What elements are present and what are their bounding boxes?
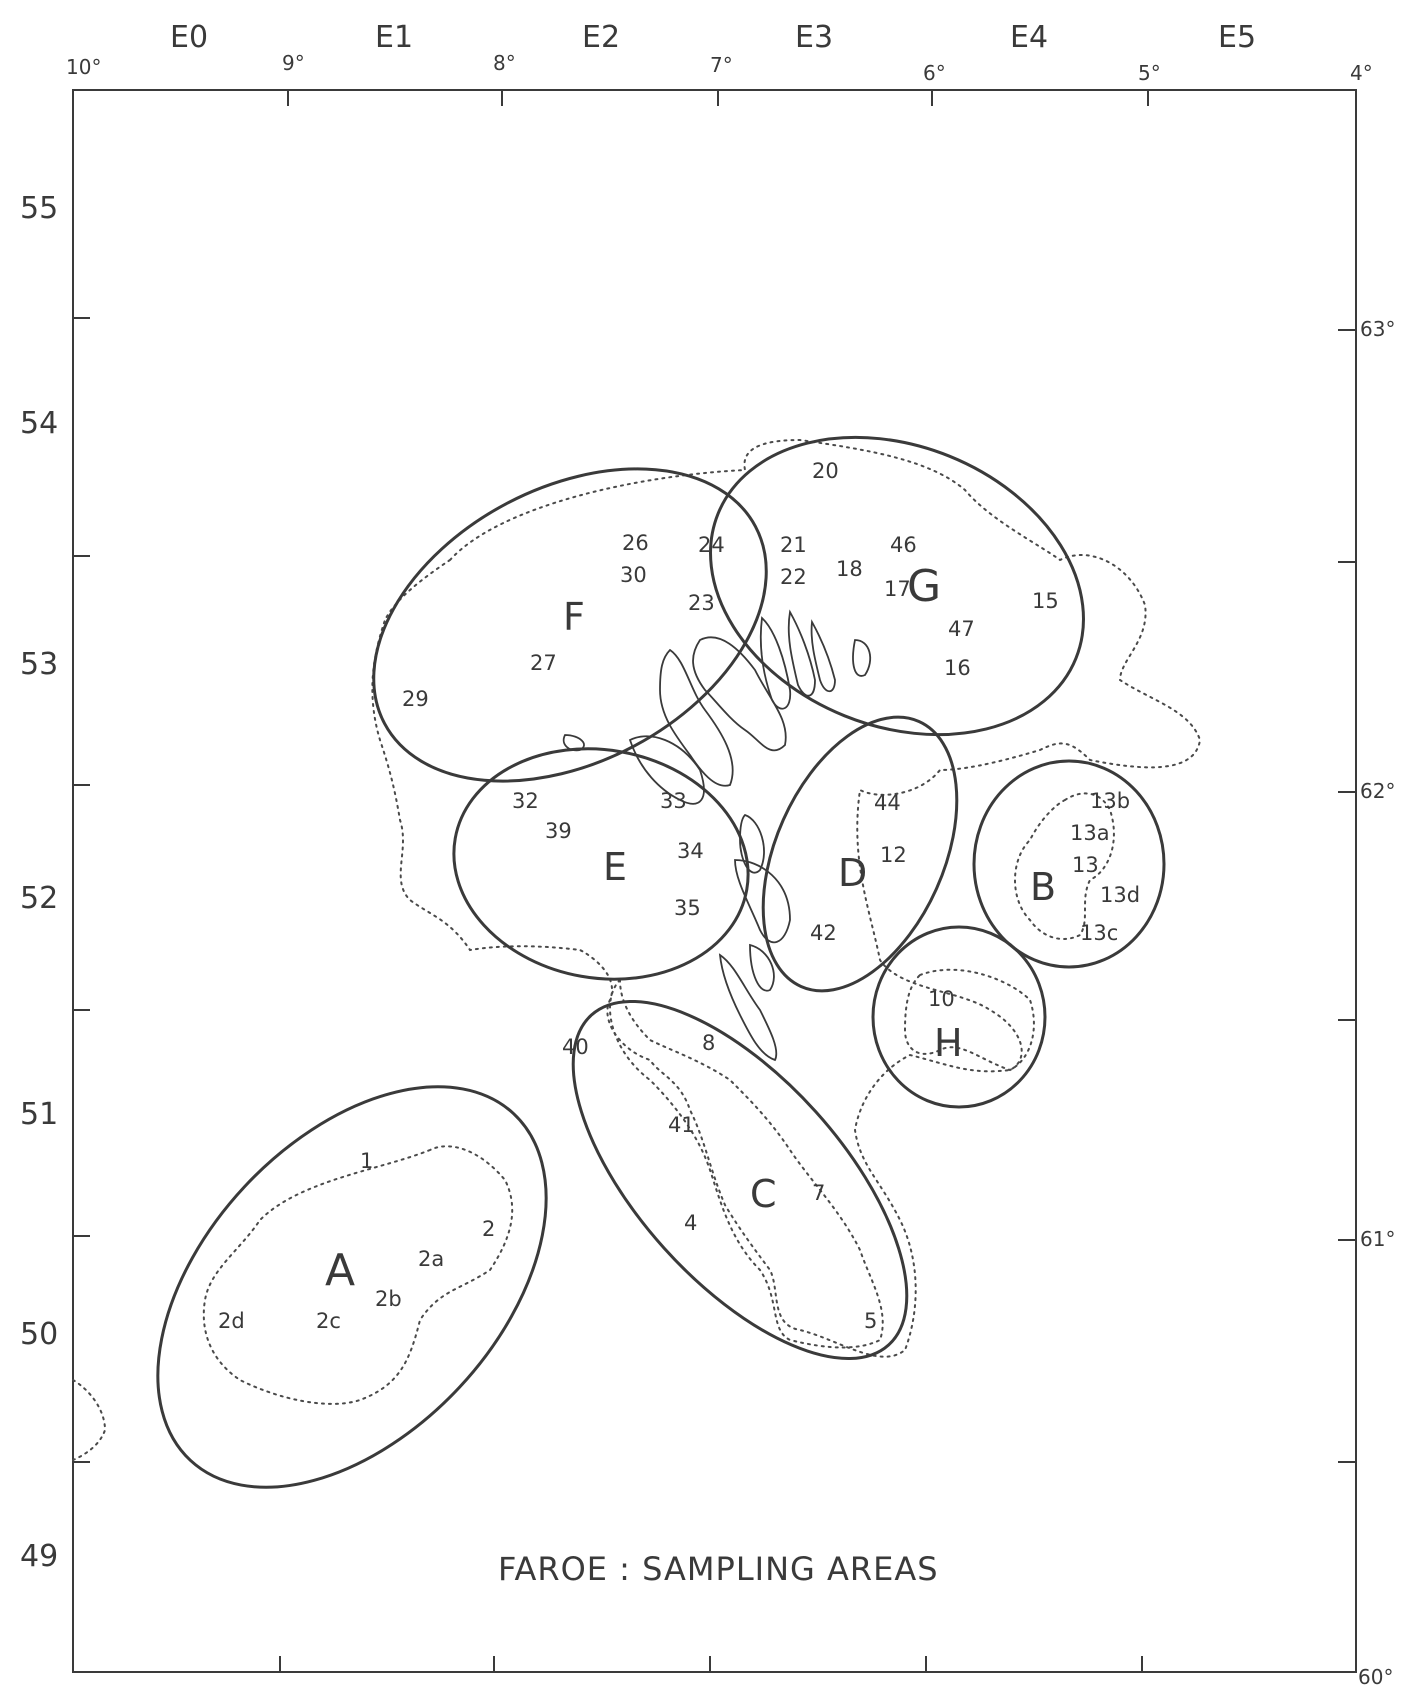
- depth-contours: [72, 438, 1202, 1461]
- bottom-ticks: [279, 1656, 1143, 1672]
- area-outlines: [156, 435, 1166, 1489]
- station-2d: 2d: [218, 1309, 245, 1333]
- lat-label-62: 62°: [1360, 779, 1395, 803]
- rect-label-e1: E1: [375, 20, 413, 55]
- station-22: 22: [780, 565, 807, 589]
- rect-label-52: 52: [20, 881, 58, 916]
- lon-label-9: 9°: [282, 51, 305, 75]
- area-label-a: A: [325, 1245, 355, 1296]
- station-21: 21: [780, 533, 807, 557]
- area-label-b: B: [1030, 865, 1056, 909]
- rect-label-50: 50: [20, 1317, 58, 1352]
- station-13: 13: [1072, 853, 1099, 877]
- area-outline-b: [972, 759, 1166, 969]
- top-ticks: [287, 90, 1149, 106]
- station-13d: 13d: [1100, 883, 1140, 907]
- rect-label-e5: E5: [1218, 20, 1256, 55]
- station-7: 7: [812, 1181, 825, 1205]
- rect-label-53: 53: [20, 647, 58, 682]
- lat-label-63: 63°: [1360, 317, 1395, 341]
- rect-label-e0: E0: [170, 20, 208, 55]
- lon-label-5: 5°: [1138, 61, 1161, 85]
- station-44: 44: [874, 791, 901, 815]
- lat-label-60: 60°: [1358, 1665, 1393, 1687]
- rect-label-49: 49: [20, 1539, 58, 1574]
- rect-label-55: 55: [20, 191, 58, 226]
- map-frame: [72, 89, 1357, 1673]
- station-2b: 2b: [375, 1287, 402, 1311]
- rect-label-51: 51: [20, 1097, 58, 1132]
- area-label-e: E: [603, 845, 627, 889]
- station-13b: 13b: [1090, 789, 1130, 813]
- station-17: 17: [884, 577, 911, 601]
- map-title: FAROE : SAMPLING AREAS: [498, 1550, 939, 1588]
- station-2a: 2a: [418, 1247, 444, 1271]
- station-13c: 13c: [1080, 921, 1118, 945]
- station-8: 8: [702, 1031, 715, 1055]
- area-label-h: H: [934, 1021, 963, 1065]
- station-2c: 2c: [316, 1309, 341, 1333]
- station-40: 40: [562, 1035, 589, 1059]
- area-label-c: C: [750, 1172, 777, 1216]
- lat-label-61: 61°: [1360, 1227, 1395, 1251]
- station-2: 2: [482, 1217, 495, 1241]
- area-outline-a: [156, 1085, 548, 1489]
- area-label-d: D: [838, 851, 867, 895]
- station-20: 20: [812, 459, 839, 483]
- station-46: 46: [890, 533, 917, 557]
- area-outline-h: [871, 925, 1047, 1109]
- station-16: 16: [944, 656, 971, 680]
- station-13a: 13a: [1070, 821, 1110, 845]
- station-30: 30: [620, 563, 647, 587]
- rect-label-54: 54: [20, 406, 58, 441]
- lon-label-7: 7°: [710, 53, 733, 77]
- rect-label-e2: E2: [582, 20, 620, 55]
- left-ticks: [73, 317, 90, 1463]
- rect-label-e4: E4: [1010, 20, 1048, 55]
- station-labels: 1 2 2a 2b 2c 2d 4 5 7 8 10 12 13 13a 13b…: [218, 459, 1140, 1333]
- station-47: 47: [948, 617, 975, 641]
- lon-label-10: 10°: [66, 55, 101, 79]
- station-33: 33: [660, 789, 687, 813]
- station-32: 32: [512, 789, 539, 813]
- station-42: 42: [810, 921, 837, 945]
- area-outline-g: [709, 435, 1085, 737]
- station-15: 15: [1032, 589, 1059, 613]
- station-35: 35: [674, 896, 701, 920]
- rect-label-e3: E3: [795, 20, 833, 55]
- area-label-f: F: [563, 595, 585, 639]
- station-34: 34: [677, 839, 704, 863]
- station-27: 27: [530, 651, 557, 675]
- area-outline-f: [372, 467, 768, 783]
- lon-label-8: 8°: [493, 51, 516, 75]
- area-outline-e: [452, 747, 750, 981]
- station-1: 1: [360, 1149, 373, 1173]
- station-5: 5: [864, 1309, 877, 1333]
- station-26: 26: [622, 531, 649, 555]
- faroe-islands: [562, 609, 872, 1062]
- station-12: 12: [880, 843, 907, 867]
- station-4: 4: [684, 1211, 697, 1235]
- area-outline-c: [571, 999, 909, 1361]
- station-24: 24: [698, 533, 725, 557]
- station-18: 18: [836, 557, 863, 581]
- station-23: 23: [688, 591, 715, 615]
- station-29: 29: [402, 687, 429, 711]
- lon-label-4: 4°: [1350, 61, 1373, 85]
- station-41: 41: [668, 1113, 695, 1137]
- right-ticks: [1338, 329, 1356, 1463]
- area-outline-d: [761, 715, 959, 993]
- area-label-g: G: [907, 561, 941, 612]
- station-39: 39: [545, 819, 572, 843]
- station-10: 10: [928, 987, 955, 1011]
- lon-label-6: 6°: [923, 61, 946, 85]
